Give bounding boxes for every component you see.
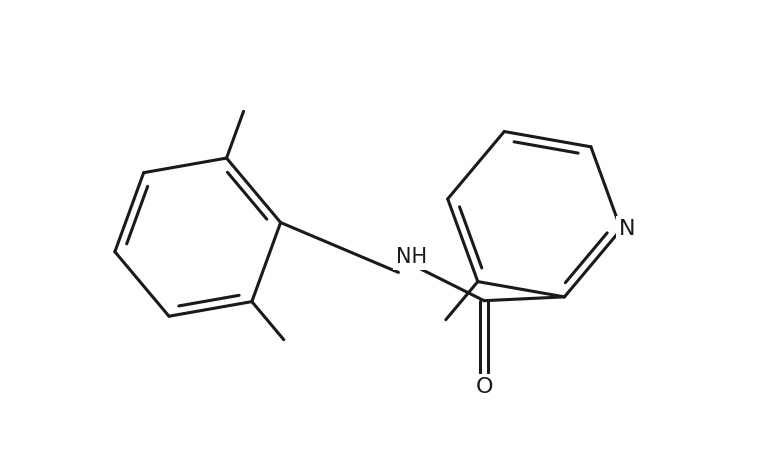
Text: N: N (619, 219, 636, 240)
Text: O: O (475, 377, 493, 397)
Text: NH: NH (396, 247, 427, 267)
